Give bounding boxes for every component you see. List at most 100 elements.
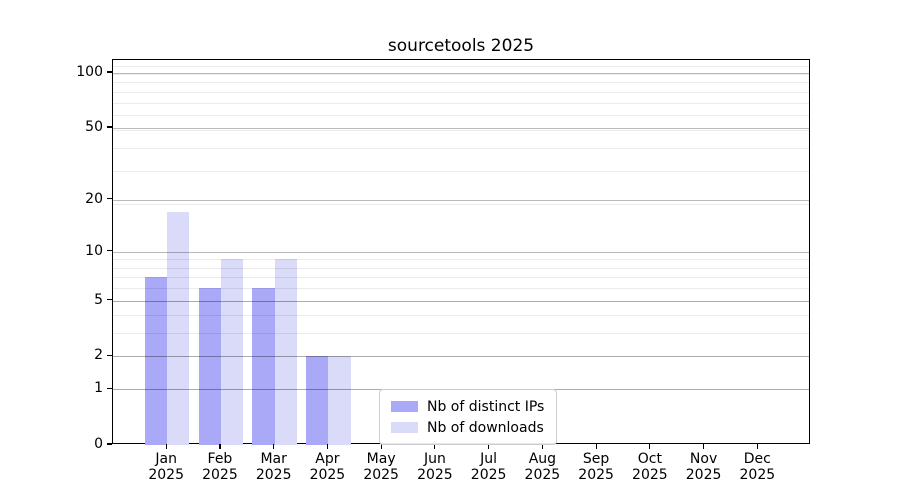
y-tick-label-100: 100 bbox=[76, 63, 103, 80]
y-axis-tick bbox=[107, 250, 112, 252]
x-axis-tick bbox=[541, 444, 543, 449]
legend-swatch-distinct-ips bbox=[391, 401, 418, 412]
bar-downloads-feb bbox=[220, 259, 244, 445]
grid-line-minor bbox=[113, 102, 809, 104]
x-tick-label-jun: Jun 2025 bbox=[403, 451, 467, 483]
x-tick-year: 2025 bbox=[632, 466, 668, 483]
legend: Nb of distinct IPs Nb of downloads bbox=[379, 389, 558, 445]
grid-line-minor bbox=[113, 114, 809, 116]
y-tick-label-2: 2 bbox=[94, 347, 103, 364]
grid-line-minor bbox=[113, 277, 809, 279]
grid-line-major bbox=[113, 356, 809, 358]
grid-line-minor bbox=[113, 333, 809, 335]
x-tick-label-may: May 2025 bbox=[349, 451, 413, 483]
x-tick-year: 2025 bbox=[202, 466, 238, 483]
grid-line-minor bbox=[113, 288, 809, 290]
x-axis-tick bbox=[326, 444, 328, 449]
chart-title: sourcetools 2025 bbox=[387, 36, 535, 56]
bar-distinct-ips-mar bbox=[252, 288, 275, 445]
x-tick-month: Feb bbox=[207, 451, 233, 467]
x-tick-month: Jul bbox=[480, 451, 498, 467]
grid-line-minor bbox=[113, 203, 809, 205]
x-tick-year: 2025 bbox=[255, 466, 292, 483]
x-tick-month: May bbox=[366, 451, 396, 467]
x-tick-month: Apr bbox=[315, 451, 340, 467]
x-tick-year: 2025 bbox=[309, 466, 346, 483]
x-tick-year: 2025 bbox=[739, 466, 776, 483]
grid-layer bbox=[113, 60, 809, 443]
y-tick-label-50: 50 bbox=[85, 119, 103, 136]
grid-line-minor bbox=[113, 147, 809, 149]
grid-line-minor bbox=[113, 267, 809, 269]
legend-label-downloads: Nb of downloads bbox=[427, 419, 544, 436]
bars-layer bbox=[113, 60, 809, 445]
x-tick-year: 2025 bbox=[470, 466, 507, 483]
x-tick-month: Jan bbox=[155, 451, 177, 467]
x-tick-month: Oct bbox=[637, 451, 662, 467]
plot-area: Nb of distinct IPs Nb of downloads bbox=[112, 59, 810, 445]
x-tick-label-dec: Dec 2025 bbox=[725, 451, 789, 483]
legend-label-distinct-ips: Nb of distinct IPs bbox=[427, 398, 545, 415]
x-axis-tick bbox=[488, 444, 490, 449]
x-axis-tick bbox=[380, 444, 382, 449]
y-tick-label-1: 1 bbox=[94, 380, 103, 397]
y-tick-label-5: 5 bbox=[94, 291, 103, 308]
bar-downloads-jan bbox=[167, 212, 190, 445]
grid-line-minor bbox=[113, 66, 809, 68]
legend-swatch-downloads bbox=[391, 422, 418, 433]
bar-downloads-apr bbox=[328, 356, 351, 445]
x-tick-year: 2025 bbox=[148, 466, 184, 483]
x-axis-tick bbox=[165, 444, 167, 449]
y-axis-tick bbox=[107, 443, 112, 445]
grid-line-minor bbox=[113, 259, 809, 261]
grid-line-minor bbox=[113, 315, 809, 317]
grid-line-major bbox=[113, 199, 809, 201]
x-axis-tick bbox=[273, 444, 275, 449]
y-axis-tick bbox=[107, 354, 112, 357]
x-tick-month: Dec bbox=[743, 451, 771, 467]
x-axis-tick bbox=[703, 444, 705, 449]
x-tick-year: 2025 bbox=[685, 466, 722, 483]
x-tick-label-sep: Sep 2025 bbox=[564, 451, 628, 483]
x-tick-year: 2025 bbox=[524, 466, 561, 483]
x-axis-tick bbox=[756, 444, 758, 449]
x-tick-month: Sep bbox=[582, 451, 610, 467]
y-axis-tick bbox=[107, 126, 112, 128]
x-tick-label-jan: Jan 2025 bbox=[134, 451, 198, 483]
grid-line-major bbox=[113, 72, 809, 74]
legend-item-downloads: Nb of downloads bbox=[391, 418, 544, 437]
x-tick-label-aug: Aug 2025 bbox=[510, 451, 574, 483]
x-tick-month: Nov bbox=[689, 451, 718, 467]
grid-line-minor bbox=[113, 300, 809, 302]
x-tick-month: Aug bbox=[528, 451, 557, 467]
x-tick-label-nov: Nov 2025 bbox=[672, 451, 736, 483]
x-axis-tick bbox=[649, 444, 651, 449]
x-axis-tick bbox=[434, 444, 436, 449]
y-axis-tick bbox=[107, 298, 112, 301]
x-tick-label-feb: Feb 2025 bbox=[188, 451, 252, 483]
grid-line-major bbox=[113, 300, 809, 302]
y-tick-label-10: 10 bbox=[85, 242, 103, 259]
y-tick-label-20: 20 bbox=[85, 190, 103, 207]
x-tick-year: 2025 bbox=[363, 466, 399, 483]
y-axis-tick bbox=[107, 71, 112, 73]
x-axis-tick bbox=[595, 444, 597, 449]
grid-line-major bbox=[113, 251, 809, 253]
legend-item-distinct-ips: Nb of distinct IPs bbox=[391, 397, 544, 416]
x-tick-month: Mar bbox=[260, 451, 287, 467]
bar-distinct-ips-apr bbox=[306, 356, 329, 445]
x-tick-year: 2025 bbox=[578, 466, 614, 483]
bar-distinct-ips-feb bbox=[198, 288, 221, 445]
x-tick-label-mar: Mar 2025 bbox=[242, 451, 306, 483]
grid-line-major bbox=[113, 128, 809, 130]
x-tick-label-oct: Oct 2025 bbox=[618, 451, 682, 483]
grid-line-minor bbox=[113, 170, 809, 172]
bar-downloads-mar bbox=[274, 259, 297, 445]
grid-line-minor bbox=[113, 91, 809, 93]
grid-line-minor bbox=[113, 356, 809, 358]
grid-line-minor bbox=[113, 73, 809, 75]
y-axis-tick bbox=[107, 197, 112, 200]
grid-line-minor bbox=[113, 82, 809, 84]
bar-distinct-ips-jan bbox=[145, 277, 168, 445]
